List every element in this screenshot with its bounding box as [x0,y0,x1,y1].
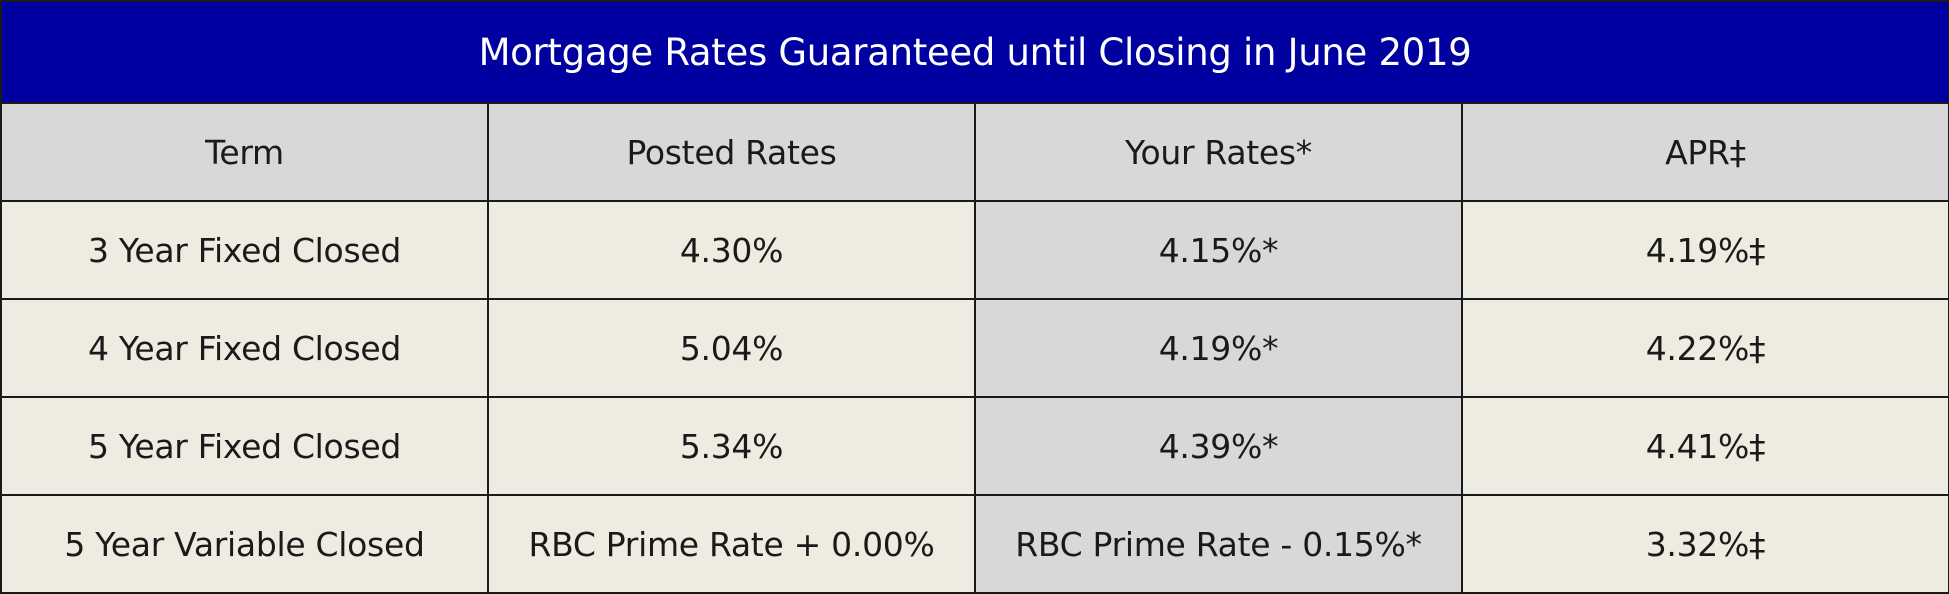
column-header-apr: APR‡ [1461,102,1949,202]
column-header-your-rates: Your Rates* [974,102,1463,202]
apr-cell: 4.22%‡ [1461,298,1949,398]
your-rate-cell: 4.19%* [974,298,1463,398]
column-header-term: Term [0,102,489,202]
table-row: 4 Year Fixed Closed 5.04% 4.19%* 4.22%‡ [0,298,1949,398]
apr-cell: 4.41%‡ [1461,396,1949,496]
term-cell: 4 Year Fixed Closed [0,298,489,398]
posted-rate-cell: 5.34% [487,396,976,496]
term-cell: 3 Year Fixed Closed [0,200,489,300]
your-rate-cell: RBC Prime Rate - 0.15%* [974,494,1463,594]
posted-rate-cell: 4.30% [487,200,976,300]
table-title: Mortgage Rates Guaranteed until Closing … [0,0,1949,104]
posted-rate-cell: RBC Prime Rate + 0.00% [487,494,976,594]
title-row: Mortgage Rates Guaranteed until Closing … [0,0,1949,104]
term-cell: 5 Year Fixed Closed [0,396,489,496]
your-rate-cell: 4.39%* [974,396,1463,496]
your-rate-cell: 4.15%* [974,200,1463,300]
posted-rate-cell: 5.04% [487,298,976,398]
term-cell: 5 Year Variable Closed [0,494,489,594]
apr-cell: 4.19%‡ [1461,200,1949,300]
apr-cell: 3.32%‡ [1461,494,1949,594]
table-row: 5 Year Variable Closed RBC Prime Rate + … [0,494,1949,594]
table-row: 3 Year Fixed Closed 4.30% 4.15%* 4.19%‡ [0,200,1949,300]
header-row: Term Posted Rates Your Rates* APR‡ [0,102,1949,202]
table-row: 5 Year Fixed Closed 5.34% 4.39%* 4.41%‡ [0,396,1949,496]
column-header-posted-rates: Posted Rates [487,102,976,202]
